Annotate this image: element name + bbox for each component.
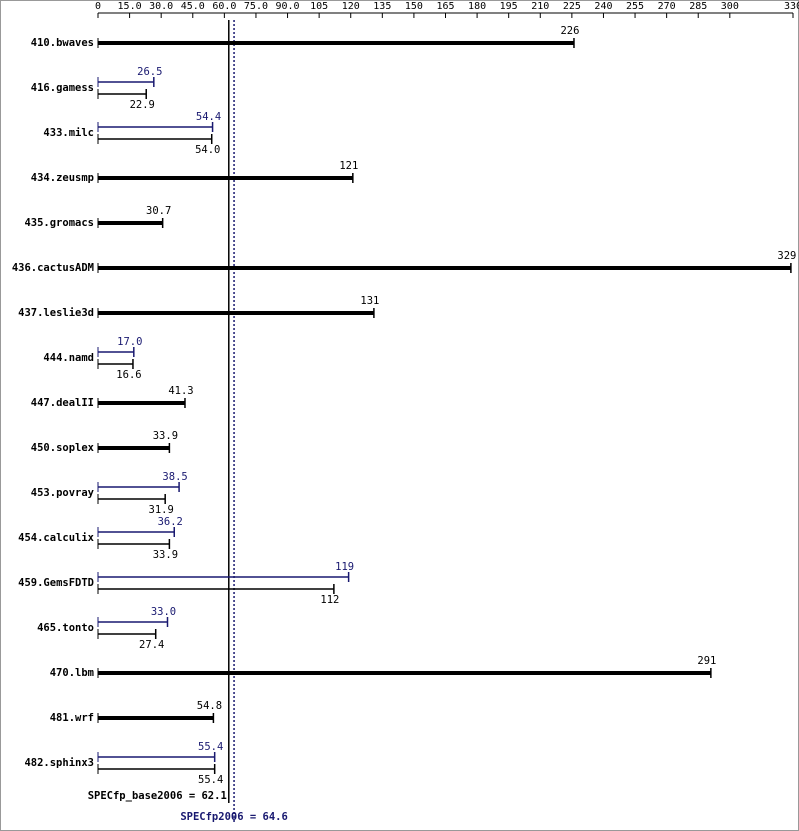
x-tick-label: 90.0 (275, 1, 299, 12)
category-label: 435.gromacs (24, 217, 94, 229)
x-tick-label: 105 (310, 1, 328, 12)
value-label: 131 (360, 295, 379, 307)
x-tick-label: 330 (784, 1, 799, 12)
category-label: 459.GemsFDTD (18, 577, 94, 589)
value-label: 27.4 (139, 639, 164, 651)
value-label: 33.0 (151, 606, 176, 618)
x-tick-label: 255 (626, 1, 644, 12)
x-tick-label: 270 (658, 1, 676, 12)
value-label: 55.4 (198, 774, 223, 786)
category-label: 465.tonto (37, 622, 94, 634)
value-label: 226 (560, 25, 579, 37)
value-label: 33.9 (153, 430, 178, 442)
value-label: 31.9 (149, 504, 174, 516)
value-label: 54.4 (196, 111, 221, 123)
value-label: 26.5 (137, 66, 162, 78)
category-label: 410.bwaves (31, 37, 94, 49)
category-label: 482.sphinx3 (24, 757, 94, 769)
category-label: 447.dealII (31, 397, 94, 409)
value-label: 33.9 (153, 549, 178, 561)
value-label: 54.0 (195, 144, 220, 156)
x-tick-label: 180 (468, 1, 486, 12)
category-label: 453.povray (31, 487, 95, 499)
x-tick-label: 120 (342, 1, 360, 12)
x-tick-label: 225 (563, 1, 581, 12)
value-label: 17.0 (117, 336, 142, 348)
category-label: 450.soplex (31, 442, 95, 454)
reference-label: SPECfp2006 = 64.6 (180, 811, 287, 823)
x-tick-label: 60.0 (212, 1, 236, 12)
x-tick-label: 165 (436, 1, 454, 12)
value-label: 121 (339, 160, 358, 172)
value-label: 112 (320, 594, 339, 606)
value-label: 36.2 (158, 516, 183, 528)
x-tick-label: 45.0 (181, 1, 205, 12)
x-tick-label: 240 (594, 1, 612, 12)
value-label: 291 (697, 655, 716, 667)
x-tick-label: 30.0 (149, 1, 173, 12)
category-label: 437.leslie3d (18, 307, 94, 319)
x-tick-label: 300 (721, 1, 739, 12)
category-label: 444.namd (43, 352, 94, 364)
category-label: 433.milc (43, 127, 94, 139)
category-label: 434.zeusmp (31, 172, 94, 184)
x-tick-label: 150 (405, 1, 423, 12)
value-label: 119 (335, 561, 354, 573)
x-tick-label: 15.0 (118, 1, 142, 12)
x-tick-label: 285 (689, 1, 707, 12)
category-label: 436.cactusADM (12, 262, 94, 274)
x-tick-label: 210 (531, 1, 549, 12)
value-label: 30.7 (146, 205, 171, 217)
category-label: 470.lbm (50, 667, 94, 679)
reference-label: SPECfp_base2006 = 62.1 (88, 790, 227, 802)
value-label: 54.8 (197, 700, 222, 712)
x-tick-label: 195 (500, 1, 518, 12)
value-label: 329 (777, 250, 796, 262)
value-label: 16.6 (116, 369, 141, 381)
value-label: 55.4 (198, 741, 223, 753)
x-tick-label: 0 (95, 1, 101, 12)
x-tick-label: 135 (373, 1, 391, 12)
value-label: 22.9 (130, 99, 155, 111)
category-label: 454.calculix (18, 532, 95, 544)
category-label: 481.wrf (50, 712, 94, 724)
category-label: 416.gamess (31, 82, 94, 94)
value-label: 41.3 (168, 385, 193, 397)
x-tick-label: 75.0 (244, 1, 268, 12)
value-label: 38.5 (162, 471, 187, 483)
